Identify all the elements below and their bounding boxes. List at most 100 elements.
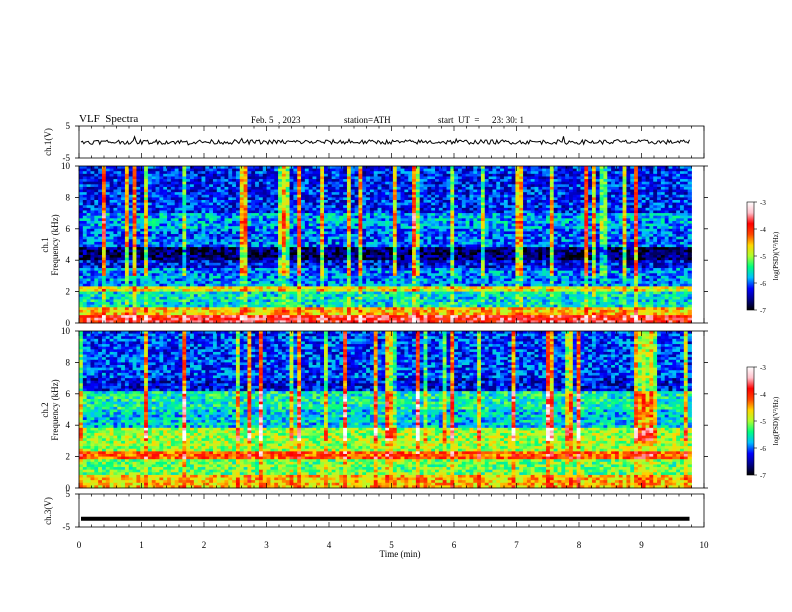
spectrogram-cell: [232, 239, 237, 243]
spectrogram-cell: [266, 226, 271, 230]
spectrogram-cell: [366, 218, 371, 222]
spectrogram-cell: [530, 200, 535, 204]
spectrogram-cell: [664, 192, 669, 196]
spectrogram-cell: [473, 189, 478, 193]
spectrogram-cell: [664, 181, 669, 185]
spectrogram-cell: [301, 223, 306, 227]
spectrogram-cell: [132, 181, 137, 185]
spectrogram-cell: [327, 215, 333, 219]
spectrogram-cell: [400, 223, 405, 227]
spectrogram-cell: [297, 176, 302, 180]
spectrogram-cell: [144, 200, 149, 204]
spectrogram-cell: [385, 176, 390, 180]
spectrogram-cell: [480, 179, 486, 183]
spectrogram-cell: [235, 239, 241, 243]
spectrogram-cell: [446, 205, 451, 209]
spectrogram-cell: [90, 189, 95, 193]
spectrogram-cell: [270, 228, 275, 232]
spectrogram-cell: [308, 223, 313, 227]
spectrogram-cell: [396, 176, 401, 180]
spectrogram-cell: [308, 218, 313, 222]
spectrogram-cell: [258, 213, 264, 217]
spectrogram-cell: [117, 205, 122, 209]
spectrogram-cell: [461, 179, 467, 183]
spectrogram-cell: [304, 194, 310, 198]
spectrogram-cell: [358, 210, 363, 214]
spectrogram-cell: [507, 236, 512, 240]
spectrogram-cell: [473, 210, 478, 214]
spectrogram-cell: [343, 179, 348, 183]
spectrogram-cell: [128, 166, 133, 170]
spectrogram-cell: [626, 179, 631, 183]
spectrogram-cell: [427, 241, 432, 245]
spectrogram-cell: [503, 179, 509, 183]
spectrogram-cell: [653, 234, 658, 238]
spectrogram-cell: [511, 236, 516, 240]
spectrogram-cell: [216, 176, 222, 180]
spectrogram-cell: [488, 197, 493, 201]
spectrogram-cell: [477, 218, 482, 222]
spectrogram-cell: [285, 213, 290, 217]
spectrogram-cell: [79, 179, 84, 183]
spectrogram-cell: [408, 186, 413, 190]
spectrogram-cell: [515, 189, 520, 193]
spectrogram-cell: [637, 213, 643, 217]
spectrogram-cell: [335, 176, 340, 180]
spectrogram-cell: [354, 197, 359, 201]
spectrogram-cell: [124, 207, 130, 211]
spectrogram-cell: [366, 223, 371, 227]
spectrogram-cell: [335, 200, 340, 204]
spectrogram-cell: [255, 205, 260, 209]
spectrogram-cell: [526, 202, 532, 206]
spectrogram-cell: [255, 192, 260, 196]
spectrogram-cell: [79, 173, 84, 177]
spectrogram-cell: [289, 181, 294, 185]
spectrogram-cell: [680, 231, 685, 235]
spectrogram-cell: [144, 197, 149, 201]
spectrogram-cell: [228, 189, 233, 193]
spectrogram-cell: [247, 226, 252, 230]
spectrogram-cell: [274, 239, 279, 243]
spectrogram-cell: [496, 171, 501, 175]
spectrogram-cell: [469, 197, 474, 201]
spectrogram-cell: [561, 218, 566, 222]
spectrogram-cell: [618, 186, 623, 190]
spectrogram-cell: [683, 244, 689, 248]
spectrogram-cell: [438, 189, 444, 193]
spectrogram-cell: [147, 220, 153, 224]
spectrogram-cell: [94, 220, 99, 224]
spectrogram-cell: [346, 213, 352, 217]
spectrogram-cell: [484, 184, 490, 188]
spectrogram-cell: [480, 226, 486, 230]
spectrogram-cell: [431, 231, 436, 235]
spectrogram-cell: [377, 215, 382, 219]
spectrogram-cell: [477, 236, 482, 240]
spectrogram-cell: [530, 210, 535, 214]
spectrogram-cell: [174, 228, 179, 232]
spectrogram-cell: [155, 236, 160, 240]
spectrogram-cell: [255, 234, 260, 238]
spectrogram-cell: [346, 220, 352, 224]
spectrogram-cell: [144, 186, 149, 190]
spectrogram-cell: [136, 202, 141, 206]
spectrogram-cell: [109, 184, 114, 188]
spectrogram-cell: [278, 176, 283, 180]
spectrogram-cell: [645, 236, 650, 240]
spectrogram-cell: [297, 244, 302, 248]
spectrogram-cell: [676, 200, 681, 204]
spectrogram-cell: [209, 234, 214, 238]
spectrogram-cell: [255, 241, 260, 245]
spectrogram-cell: [542, 202, 547, 206]
spectrogram-cell: [480, 168, 486, 172]
spectrogram-cell: [519, 231, 524, 235]
spectrogram-cell: [312, 192, 317, 196]
spectrogram-cell: [676, 176, 681, 180]
spectrogram-cell: [193, 218, 199, 222]
spectrogram-cell: [664, 236, 669, 240]
spectrogram-cell: [128, 179, 133, 183]
spectrogram-cell: [362, 179, 367, 183]
spectrogram-cell: [346, 194, 352, 198]
spectrogram-cell: [101, 173, 107, 177]
spectrogram-cell: [618, 236, 623, 240]
spectrogram-cell: [477, 215, 482, 219]
